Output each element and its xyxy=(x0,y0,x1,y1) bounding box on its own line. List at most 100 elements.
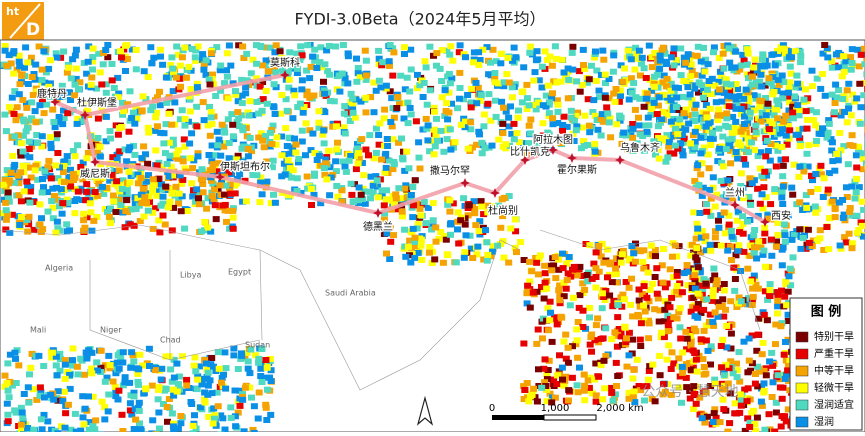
raster-cell xyxy=(710,293,717,299)
raster-cell xyxy=(41,110,48,116)
raster-cell xyxy=(438,128,445,134)
raster-cell xyxy=(176,191,183,197)
raster-cell xyxy=(145,74,152,80)
raster-cell xyxy=(238,353,245,359)
raster-cell xyxy=(59,83,66,89)
raster-cell xyxy=(610,52,617,58)
raster-cell xyxy=(148,60,155,66)
raster-cell xyxy=(193,123,200,129)
raster-cell xyxy=(348,181,355,187)
raster-cell xyxy=(138,108,145,114)
raster-cell xyxy=(644,129,651,135)
raster-cell xyxy=(781,294,788,300)
raster-cell xyxy=(626,396,633,402)
country-label: Niger xyxy=(100,326,122,335)
raster-cell xyxy=(116,125,123,131)
raster-cell xyxy=(652,274,659,280)
raster-cell xyxy=(569,67,576,73)
raster-cell xyxy=(196,201,203,207)
raster-cell xyxy=(52,163,59,169)
raster-cell xyxy=(293,142,300,148)
raster-cell xyxy=(140,143,147,149)
raster-cell xyxy=(299,128,306,134)
raster-cell xyxy=(514,130,521,136)
raster-cell xyxy=(9,95,16,101)
raster-cell xyxy=(333,146,340,152)
raster-cell xyxy=(474,244,481,250)
country-label: Egypt xyxy=(228,268,251,277)
raster-cell xyxy=(586,76,593,82)
raster-cell xyxy=(732,48,739,54)
raster-cell xyxy=(222,386,229,392)
raster-cell xyxy=(430,200,437,206)
raster-cell xyxy=(715,126,722,132)
raster-cell xyxy=(779,95,786,101)
raster-cell xyxy=(482,227,489,233)
raster-cell xyxy=(612,266,619,272)
legend-swatch xyxy=(796,383,808,393)
raster-cell xyxy=(349,96,356,102)
raster-cell xyxy=(44,418,51,424)
raster-cell xyxy=(192,54,199,60)
raster-cell xyxy=(710,49,717,55)
raster-cell xyxy=(600,260,607,266)
raster-cell xyxy=(27,365,34,371)
raster-cell xyxy=(698,58,705,64)
raster-cell xyxy=(118,54,125,60)
raster-cell xyxy=(645,122,652,128)
raster-cell xyxy=(604,111,611,117)
raster-cell xyxy=(17,81,24,87)
raster-cell xyxy=(555,109,562,115)
raster-cell xyxy=(100,61,107,67)
raster-cell xyxy=(645,377,652,383)
raster-cell xyxy=(127,365,134,371)
raster-cell xyxy=(714,277,721,283)
raster-cell xyxy=(115,388,122,394)
raster-cell xyxy=(750,294,757,300)
raster-cell xyxy=(729,234,736,240)
raster-cell xyxy=(253,61,260,67)
raster-cell xyxy=(221,349,228,355)
raster-cell xyxy=(692,328,699,334)
raster-cell xyxy=(272,111,279,117)
raster-cell xyxy=(353,166,360,172)
raster-cell xyxy=(561,114,568,120)
raster-cell xyxy=(664,357,671,363)
raster-cell xyxy=(316,59,323,65)
raster-cell xyxy=(376,120,383,126)
raster-cell xyxy=(133,66,140,72)
raster-cell xyxy=(475,62,482,68)
raster-cell xyxy=(183,377,190,383)
raster-cell xyxy=(457,85,464,91)
raster-cell xyxy=(671,62,678,68)
raster-cell xyxy=(559,377,566,383)
raster-cell xyxy=(797,59,804,65)
raster-cell xyxy=(778,195,785,201)
raster-cell xyxy=(440,260,447,266)
raster-cell xyxy=(601,385,608,391)
raster-cell xyxy=(684,262,691,268)
raster-cell xyxy=(460,195,467,201)
logo: ht D xyxy=(2,2,44,40)
raster-cell xyxy=(503,71,510,77)
raster-cell xyxy=(73,66,80,72)
raster-cell xyxy=(390,49,397,55)
raster-cell xyxy=(165,204,172,210)
raster-cell xyxy=(278,92,285,98)
raster-cell xyxy=(762,153,769,159)
raster-cell xyxy=(707,142,714,148)
raster-cell xyxy=(569,50,576,56)
raster-cell xyxy=(538,385,545,391)
raster-cell xyxy=(141,194,148,200)
raster-cell xyxy=(724,177,731,183)
raster-cell xyxy=(308,202,315,208)
raster-cell xyxy=(457,217,464,223)
raster-cell xyxy=(789,192,796,198)
raster-cell xyxy=(857,121,864,127)
raster-cell xyxy=(125,169,132,175)
raster-cell xyxy=(559,122,566,128)
raster-cell xyxy=(6,178,13,184)
raster-cell xyxy=(565,360,572,366)
raster-cell xyxy=(20,149,27,155)
raster-cell xyxy=(794,102,801,108)
